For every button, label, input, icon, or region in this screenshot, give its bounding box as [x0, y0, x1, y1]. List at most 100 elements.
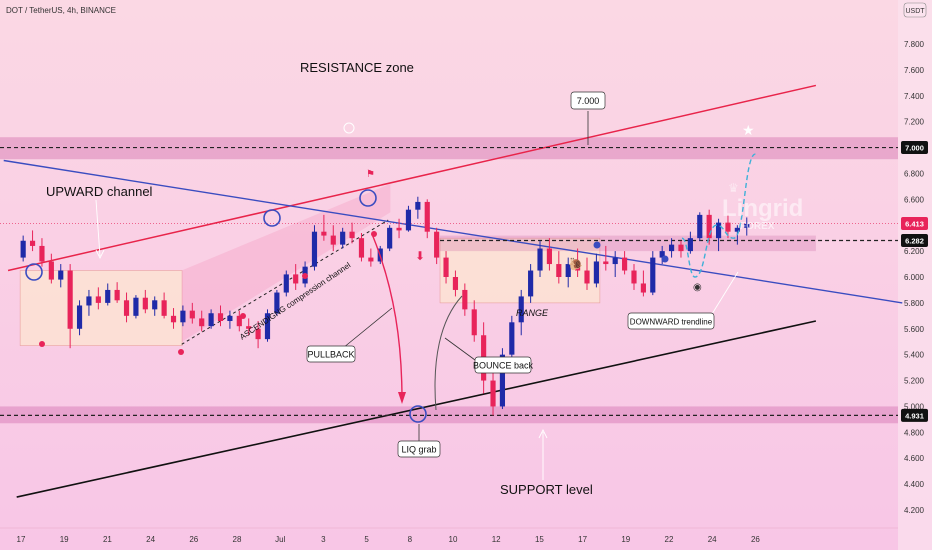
x-tick-label: 17 — [17, 535, 26, 544]
pullback-leader — [342, 307, 393, 349]
watermark-brand: Lingrid — [722, 195, 803, 222]
upward-leader — [95, 199, 101, 257]
dot-marker-blue1 — [593, 241, 601, 249]
candle-body — [509, 322, 515, 355]
x-tick-label: 26 — [751, 535, 760, 544]
resistance-trendline — [7, 84, 817, 272]
candle-body — [499, 354, 506, 407]
pullback-callout-box — [306, 345, 356, 363]
candle-body — [208, 313, 214, 327]
resistance-zone-label: RESISTANCE zone — [300, 60, 414, 75]
y-tick-label: 4.800 — [904, 428, 925, 437]
support-trendline — [16, 320, 817, 498]
candle-body — [575, 264, 581, 271]
candle-body — [133, 297, 139, 316]
price-badge: 4.931 — [905, 411, 924, 420]
projection-path — [681, 153, 756, 278]
y-tick-label: 7.200 — [904, 118, 925, 127]
bounce-arrow — [434, 295, 463, 411]
candle-body — [396, 227, 402, 231]
candle-body — [734, 227, 740, 232]
candle-body — [650, 257, 656, 293]
y-tick-label: 6.200 — [904, 247, 925, 256]
watermark-crown-icon: ♛ — [728, 181, 739, 195]
bounce-callout-box — [474, 356, 532, 374]
candle-body — [246, 326, 252, 329]
x-tick-label: 28 — [233, 535, 242, 544]
candle-body — [725, 222, 731, 232]
candle-body — [387, 227, 393, 249]
x-tick-label: 5 — [364, 535, 369, 544]
candle-body — [29, 240, 36, 246]
liq-grab-label: LIQ grab — [401, 445, 436, 455]
symbol-header: DOT / TetherUS, 4h, BINANCE — [6, 6, 116, 15]
downtrend-callout-box — [627, 312, 715, 330]
x-tick-label: 24 — [708, 535, 717, 544]
candle-body — [603, 261, 609, 265]
support-leader-head — [538, 428, 548, 439]
pullback-label: PULLBACK — [307, 350, 354, 360]
candle-body — [227, 315, 233, 322]
currency-badge: USDT — [905, 8, 925, 15]
candle-body — [528, 270, 534, 297]
arrow-badge-icon — [343, 122, 355, 134]
x-tick-label: 26 — [189, 535, 198, 544]
candle-body — [236, 315, 242, 327]
x-tick-label: 21 — [103, 535, 112, 544]
candle-body — [584, 270, 590, 284]
candle-body — [659, 251, 665, 258]
candle-body — [255, 328, 261, 340]
candle-body — [39, 245, 45, 262]
candle-body — [20, 240, 26, 258]
candle-body — [217, 313, 224, 322]
candle-body — [678, 244, 684, 252]
candle-body — [161, 300, 167, 316]
x-tick-label: Jul — [275, 535, 285, 544]
candle-body — [556, 264, 562, 277]
candle-body — [368, 257, 374, 262]
liq-callout-box — [397, 440, 441, 458]
candle-body — [462, 289, 468, 310]
callout-7000-box — [570, 91, 606, 110]
downward-trendline-label: DOWNWARD trendline — [630, 318, 713, 327]
circle-marker-left — [25, 263, 43, 281]
candle-body — [199, 318, 205, 327]
price-badge-box — [901, 141, 928, 155]
retest-zone-band — [440, 235, 816, 252]
downward-trendline — [3, 159, 903, 304]
y-tick-label: 5.400 — [904, 351, 925, 360]
price-badge-box — [901, 408, 928, 422]
price-axis-panel — [898, 0, 932, 550]
candle-body — [452, 277, 459, 290]
upward-channel-box — [19, 270, 183, 346]
watermark-sub: FOREX — [740, 221, 775, 232]
callout-7000-label: 7.000 — [577, 96, 600, 106]
candle-body — [283, 274, 289, 293]
bounce-back-label: BOUNCE back — [473, 361, 534, 371]
candle-body — [697, 214, 703, 239]
flag-icon: ⚑ — [366, 169, 375, 180]
candle-body — [142, 297, 148, 310]
dot-marker-low3 — [240, 313, 246, 319]
price-badge-box — [901, 233, 928, 247]
x-tick-label: 17 — [578, 535, 587, 544]
candle-body — [349, 231, 355, 239]
upward-channel-label: UPWARD channel — [46, 184, 153, 199]
candle-body — [180, 310, 186, 323]
y-tick-label: 5.000 — [904, 402, 925, 411]
bounce-leader — [444, 337, 476, 361]
candle-body — [640, 283, 646, 293]
star-icon: ★ — [742, 122, 755, 138]
price-badge: 6.413 — [905, 220, 924, 229]
candle-body — [264, 313, 271, 340]
candle-body — [58, 270, 64, 280]
y-tick-label: 6.800 — [904, 169, 925, 178]
candle-body — [434, 231, 440, 258]
candle-body — [744, 223, 750, 228]
circle-marker-mid — [263, 209, 281, 227]
price-badge: 6.282 — [905, 236, 924, 245]
y-tick-label: 7.600 — [904, 66, 925, 75]
candle-body — [706, 214, 712, 239]
